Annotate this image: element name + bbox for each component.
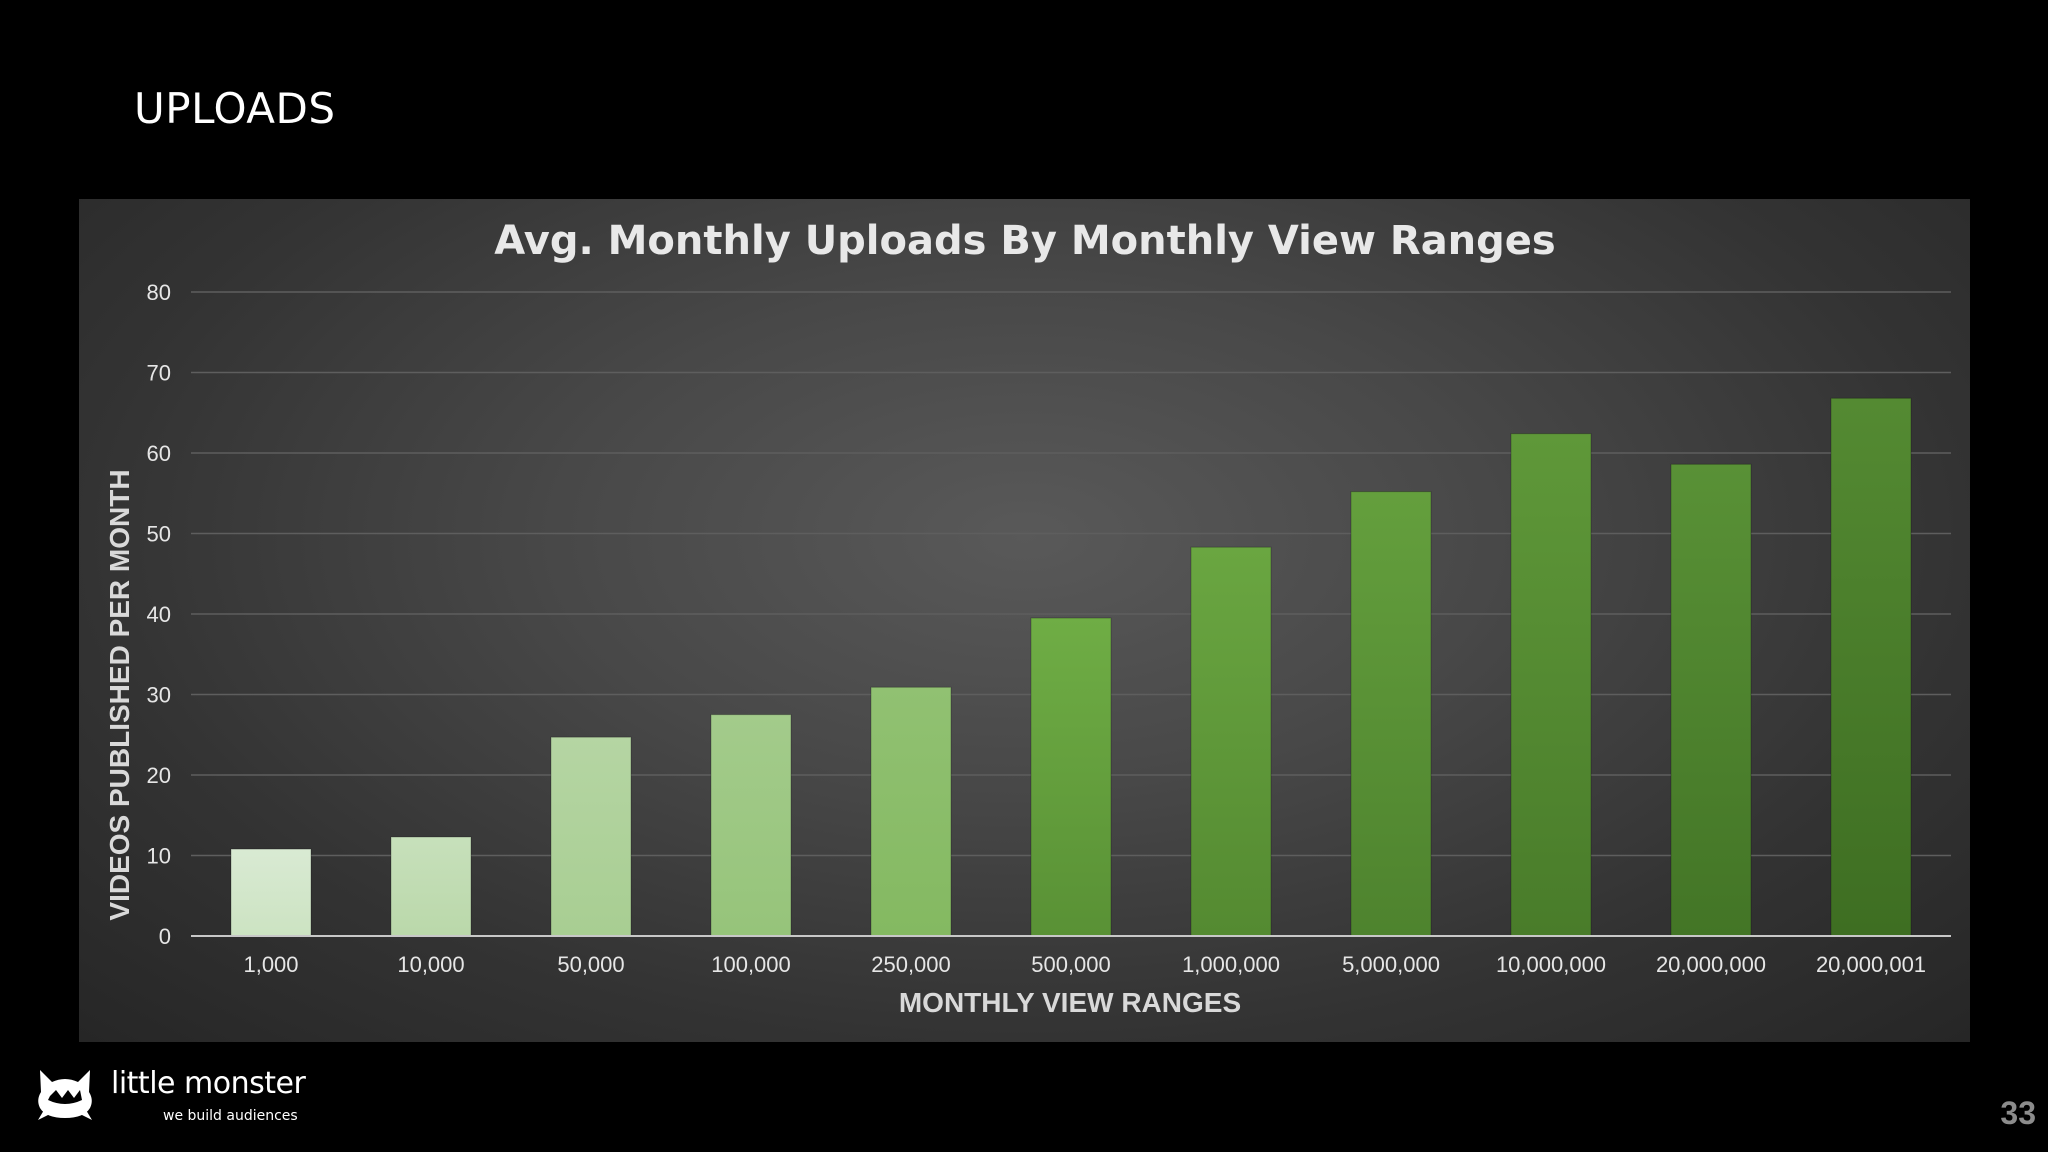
x-axis-ticks: 1,000 10,000 50,000 100,000 250,000 500,000 1,… bbox=[243, 952, 1926, 977]
x-tick-label: 1,000 bbox=[243, 952, 298, 977]
y-tick-label: 50 bbox=[147, 522, 171, 547]
bar bbox=[1510, 433, 1592, 937]
y-tick-label: 20 bbox=[147, 763, 171, 788]
x-tick-label: 5,000,000 bbox=[1342, 952, 1440, 977]
bar bbox=[390, 836, 472, 937]
bars bbox=[230, 397, 1912, 937]
x-tick-label: 500,000 bbox=[1031, 952, 1111, 977]
x-tick-label: 10,000 bbox=[397, 952, 464, 977]
brand-logo: little monster we build audiences bbox=[34, 1066, 306, 1126]
page-number: 33 bbox=[2000, 1095, 2036, 1131]
chart-title: Avg. Monthly Uploads By Monthly View Ran… bbox=[494, 218, 1555, 264]
x-tick-label: 1,000,000 bbox=[1182, 952, 1280, 977]
x-tick-label: 10,000,000 bbox=[1496, 952, 1606, 977]
bar-chart: Avg. Monthly Uploads By Monthly View Ran… bbox=[104, 218, 1951, 1018]
bar bbox=[710, 714, 792, 937]
bar bbox=[1670, 463, 1752, 937]
bar bbox=[1830, 397, 1912, 937]
x-tick-label: 250,000 bbox=[871, 952, 951, 977]
bar bbox=[550, 736, 632, 937]
y-tick-label: 30 bbox=[147, 683, 171, 708]
y-tick-label: 60 bbox=[147, 441, 171, 466]
bar bbox=[1350, 491, 1432, 937]
x-axis-title: MONTHLY VIEW RANGES bbox=[899, 987, 1241, 1018]
y-tick-label: 70 bbox=[147, 361, 171, 386]
y-tick-label: 0 bbox=[159, 924, 171, 949]
x-tick-label: 20,000,000 bbox=[1656, 952, 1766, 977]
y-tick-label: 80 bbox=[147, 280, 171, 305]
brand-tagline: we build audiences bbox=[163, 1108, 298, 1124]
bar bbox=[1030, 617, 1112, 937]
y-tick-label: 40 bbox=[147, 602, 171, 627]
bar bbox=[230, 848, 312, 937]
bar bbox=[1190, 546, 1272, 937]
bar bbox=[870, 686, 952, 937]
x-tick-label: 100,000 bbox=[711, 952, 791, 977]
monster-cat-icon bbox=[38, 1070, 92, 1120]
chart-panel: Avg. Monthly Uploads By Monthly View Ran… bbox=[79, 199, 1970, 1042]
y-axis-ticks: 0 10 20 30 40 50 60 70 80 bbox=[147, 280, 171, 949]
x-tick-label: 20,000,001 bbox=[1816, 952, 1926, 977]
x-tick-label: 50,000 bbox=[557, 952, 624, 977]
brand-name: little monster bbox=[111, 1066, 306, 1101]
slide-title: UPLOADS bbox=[134, 84, 336, 133]
y-tick-label: 10 bbox=[147, 844, 171, 869]
y-axis-title: VIDEOS PUBLISHED PER MONTH bbox=[104, 469, 135, 920]
